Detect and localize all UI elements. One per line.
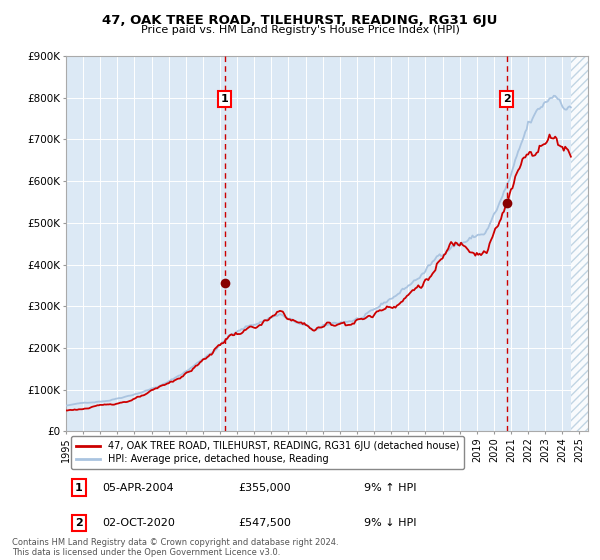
Text: £355,000: £355,000: [238, 483, 291, 493]
Text: 1: 1: [75, 483, 83, 493]
Text: 2: 2: [75, 518, 83, 528]
Text: 02-OCT-2020: 02-OCT-2020: [103, 518, 175, 528]
Text: Price paid vs. HM Land Registry's House Price Index (HPI): Price paid vs. HM Land Registry's House …: [140, 25, 460, 35]
Legend: 47, OAK TREE ROAD, TILEHURST, READING, RG31 6JU (detached house), HPI: Average p: 47, OAK TREE ROAD, TILEHURST, READING, R…: [71, 436, 464, 469]
Text: 05-APR-2004: 05-APR-2004: [103, 483, 174, 493]
Text: £547,500: £547,500: [238, 518, 291, 528]
Text: 9% ↑ HPI: 9% ↑ HPI: [364, 483, 416, 493]
Text: 47, OAK TREE ROAD, TILEHURST, READING, RG31 6JU: 47, OAK TREE ROAD, TILEHURST, READING, R…: [103, 14, 497, 27]
Text: 1: 1: [221, 94, 229, 104]
Text: 2: 2: [503, 94, 511, 104]
Text: Contains HM Land Registry data © Crown copyright and database right 2024.
This d: Contains HM Land Registry data © Crown c…: [12, 538, 338, 557]
Bar: [571, 56, 588, 431]
Text: 9% ↓ HPI: 9% ↓ HPI: [364, 518, 416, 528]
